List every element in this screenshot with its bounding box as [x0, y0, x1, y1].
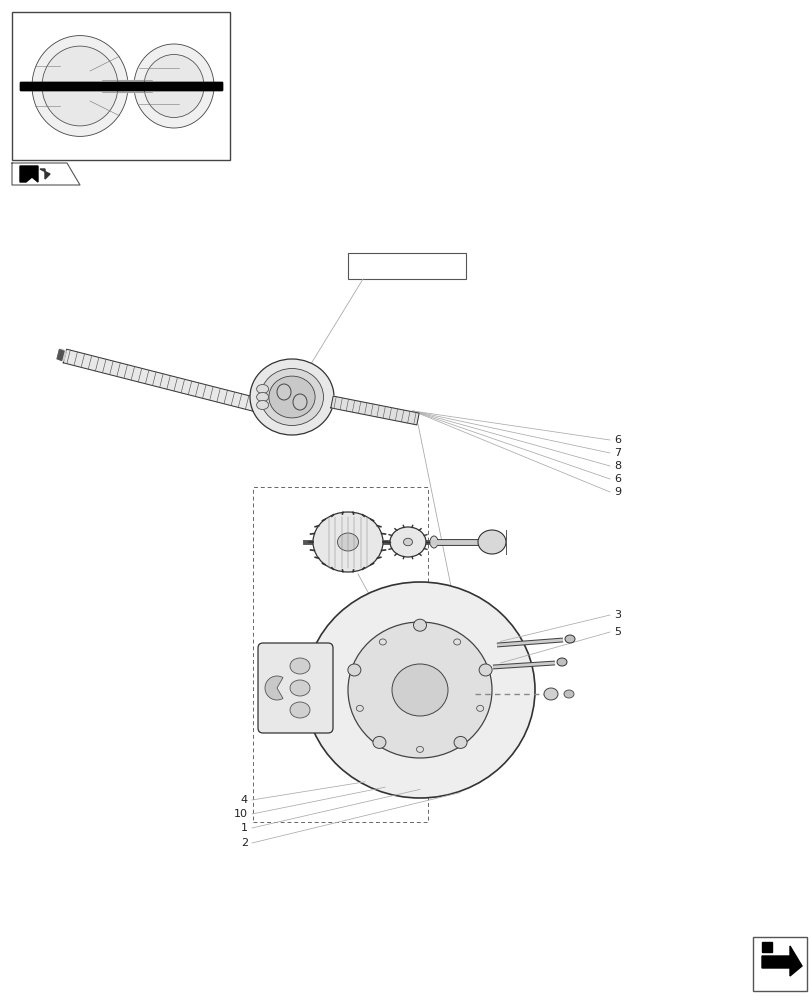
Text: 6: 6	[613, 474, 620, 484]
Polygon shape	[330, 396, 418, 425]
Ellipse shape	[392, 664, 448, 716]
Polygon shape	[12, 163, 80, 185]
Text: 1: 1	[241, 823, 247, 833]
Ellipse shape	[564, 690, 573, 698]
Ellipse shape	[413, 619, 426, 631]
Text: 2: 2	[241, 838, 247, 848]
Wedge shape	[264, 676, 283, 700]
Ellipse shape	[134, 44, 214, 128]
Text: 6: 6	[613, 435, 620, 445]
Text: 3: 3	[613, 610, 620, 620]
Ellipse shape	[379, 639, 386, 645]
Ellipse shape	[389, 527, 426, 557]
Polygon shape	[63, 349, 266, 414]
Polygon shape	[40, 169, 50, 179]
Text: 4: 4	[241, 795, 247, 805]
Ellipse shape	[348, 622, 491, 758]
Polygon shape	[20, 82, 221, 90]
Ellipse shape	[290, 702, 310, 718]
Ellipse shape	[347, 664, 360, 676]
Ellipse shape	[312, 512, 383, 572]
Ellipse shape	[356, 705, 363, 711]
Bar	[12, 12, 230, 160]
Ellipse shape	[250, 359, 333, 435]
Ellipse shape	[256, 384, 268, 393]
Ellipse shape	[305, 582, 534, 798]
Text: 1.40.0/10 01: 1.40.0/10 01	[369, 259, 444, 272]
Ellipse shape	[144, 54, 204, 118]
Ellipse shape	[476, 705, 483, 711]
Text: 9: 9	[613, 487, 620, 497]
Ellipse shape	[453, 639, 460, 645]
Polygon shape	[20, 82, 221, 90]
Text: 5: 5	[613, 627, 620, 637]
Ellipse shape	[277, 384, 290, 400]
Ellipse shape	[290, 680, 310, 696]
Polygon shape	[20, 166, 38, 182]
Polygon shape	[58, 349, 67, 361]
Ellipse shape	[564, 635, 574, 643]
Polygon shape	[761, 946, 801, 976]
FancyBboxPatch shape	[258, 643, 333, 733]
Ellipse shape	[430, 536, 437, 548]
Ellipse shape	[293, 394, 307, 410]
Ellipse shape	[290, 658, 310, 674]
Ellipse shape	[403, 538, 412, 546]
Bar	[752, 937, 806, 991]
Text: 7: 7	[613, 448, 620, 458]
Ellipse shape	[260, 368, 323, 426]
Ellipse shape	[556, 658, 566, 666]
Ellipse shape	[42, 46, 118, 126]
Ellipse shape	[256, 392, 268, 401]
Bar	[348, 253, 466, 279]
Ellipse shape	[543, 688, 557, 700]
Ellipse shape	[416, 746, 423, 752]
Ellipse shape	[478, 530, 505, 554]
Text: 10: 10	[234, 809, 247, 819]
Ellipse shape	[337, 533, 358, 551]
Ellipse shape	[372, 736, 385, 748]
Ellipse shape	[256, 400, 268, 410]
Polygon shape	[761, 942, 771, 952]
Polygon shape	[102, 80, 152, 92]
Ellipse shape	[478, 664, 491, 676]
Text: 8: 8	[613, 461, 620, 471]
Ellipse shape	[268, 376, 315, 418]
Ellipse shape	[453, 736, 466, 748]
Ellipse shape	[32, 36, 128, 136]
Bar	[253, 487, 427, 822]
